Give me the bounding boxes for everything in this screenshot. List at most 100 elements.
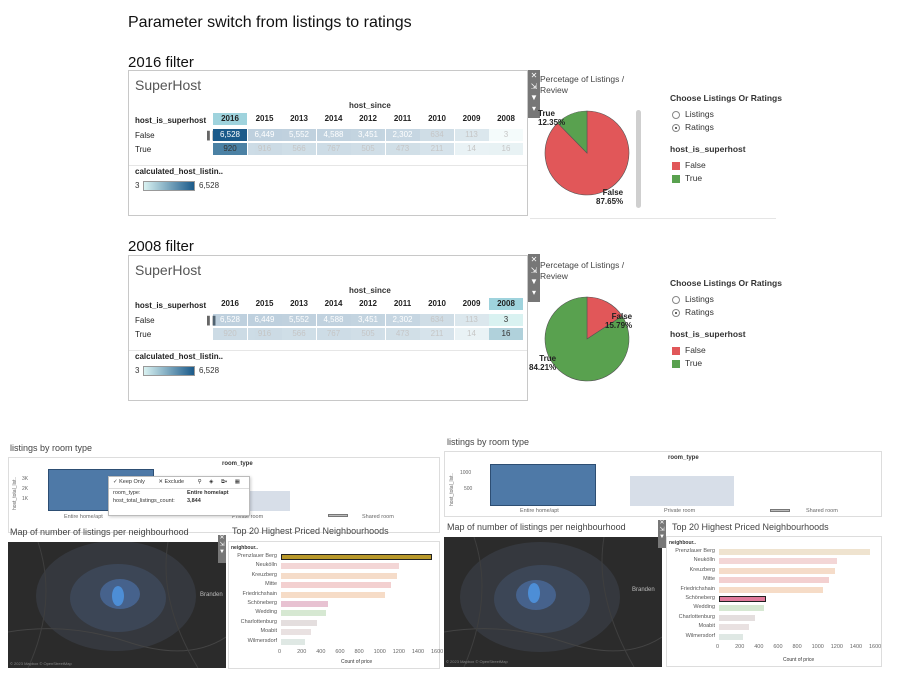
neighbourhood-label[interactable]: Wilmersdorf bbox=[685, 632, 715, 639]
table-cell[interactable]: 505 bbox=[351, 328, 385, 340]
view-data-icon[interactable]: ▦ bbox=[234, 479, 240, 485]
table-cell[interactable]: 2,302 bbox=[385, 314, 420, 326]
table-cell[interactable]: 473 bbox=[385, 143, 420, 155]
year-header-2011[interactable]: 2011 bbox=[393, 114, 412, 123]
year-header-2016[interactable]: 2016 bbox=[213, 113, 247, 125]
year-header-2013[interactable]: 2013 bbox=[290, 299, 308, 308]
neighbourhood-label[interactable]: Kreuzberg bbox=[251, 571, 277, 578]
bar-shared-room[interactable] bbox=[770, 509, 790, 512]
neighbourhood-label[interactable]: Schöneberg bbox=[247, 600, 277, 606]
neighbourhood-label[interactable]: Schöneberg bbox=[685, 595, 715, 601]
bar-entire-home[interactable] bbox=[490, 464, 596, 506]
row-label-false[interactable]: False bbox=[135, 316, 155, 325]
year-header-2011[interactable]: 2011 bbox=[393, 299, 412, 308]
neighbourhood-label[interactable]: Moabit bbox=[260, 628, 277, 635]
neighbourhood-bar[interactable] bbox=[281, 619, 318, 626]
table-cell[interactable]: 16 bbox=[489, 143, 523, 155]
table-cell[interactable]: 6,449 bbox=[247, 314, 282, 326]
neighbourhood-label[interactable]: Friedrichshain bbox=[680, 585, 715, 592]
table-cell[interactable]: 767 bbox=[316, 328, 351, 340]
scrollbar[interactable] bbox=[636, 110, 641, 208]
exclude-button[interactable]: ✕ Exclude bbox=[158, 479, 185, 485]
neighbourhood-bar[interactable] bbox=[719, 624, 749, 631]
legend-item-true[interactable]: True bbox=[670, 357, 790, 370]
table-cell[interactable]: 566 bbox=[282, 143, 316, 155]
filter-icon[interactable]: ▼ bbox=[219, 549, 225, 555]
neighbourhood-header[interactable]: neighbour.. bbox=[231, 545, 258, 551]
legend-item-true[interactable]: True bbox=[670, 172, 790, 185]
neighbourhood-map[interactable]: Branden © 2023 Mapbox © OpenStreetMap bbox=[8, 542, 226, 668]
table-cell[interactable]: 6,528 bbox=[213, 129, 247, 141]
group-icon[interactable]: ◈ bbox=[209, 479, 214, 485]
table-cell[interactable]: 3,451 bbox=[351, 314, 385, 326]
neighbourhood-label[interactable]: Moabit bbox=[698, 623, 715, 630]
bar-shared-room[interactable] bbox=[328, 514, 348, 517]
row-label-false[interactable]: False bbox=[135, 131, 155, 140]
table-cell[interactable]: 113 bbox=[454, 314, 489, 326]
year-header-2013[interactable]: 2013 bbox=[290, 114, 308, 123]
year-header-2010[interactable]: 2010 bbox=[428, 299, 446, 308]
neighbourhood-bar[interactable] bbox=[719, 633, 743, 640]
neighbourhood-bar[interactable] bbox=[281, 554, 433, 560]
neighbourhood-bar[interactable] bbox=[719, 558, 837, 565]
legend-item-false[interactable]: False bbox=[670, 159, 790, 172]
neighbourhood-label[interactable]: Wedding bbox=[693, 604, 715, 611]
neighbourhood-bar[interactable] bbox=[281, 582, 391, 589]
table-cell[interactable]: 920 bbox=[213, 328, 247, 340]
close-icon[interactable]: ✕ bbox=[530, 71, 538, 80]
neighbourhood-bar[interactable] bbox=[281, 563, 399, 570]
year-header-2015[interactable]: 2015 bbox=[255, 299, 274, 308]
table-cell[interactable]: 767 bbox=[316, 143, 351, 155]
filter-icon[interactable]: ▼ bbox=[530, 277, 538, 286]
neighbourhood-bar[interactable] bbox=[281, 638, 305, 645]
table-cell[interactable]: 113 bbox=[454, 129, 489, 141]
table-cell[interactable]: 5,552 bbox=[282, 129, 316, 141]
year-header-2009[interactable]: 2009 bbox=[462, 114, 481, 123]
neighbourhood-bar[interactable] bbox=[719, 586, 824, 593]
more-icon[interactable]: ▾ bbox=[531, 288, 536, 297]
table-cell[interactable]: 211 bbox=[420, 143, 454, 155]
set-icon[interactable]: ⧉▾ bbox=[220, 479, 228, 485]
pie-slice-true[interactable] bbox=[557, 110, 588, 154]
table-cell[interactable]: 6,528 bbox=[213, 314, 247, 326]
table-cell[interactable]: 211 bbox=[420, 328, 454, 340]
table-cell[interactable]: 634 bbox=[420, 129, 454, 141]
table-cell[interactable]: 6,449 bbox=[247, 129, 282, 141]
table-cell[interactable]: 566 bbox=[282, 328, 316, 340]
open-icon[interactable]: ⇲ bbox=[219, 542, 225, 548]
close-icon[interactable]: ✕ bbox=[659, 520, 665, 526]
neighbourhood-bar[interactable] bbox=[281, 591, 386, 598]
radio-icon[interactable] bbox=[672, 110, 680, 119]
table-cell[interactable]: 3 bbox=[489, 129, 523, 141]
radio-selected-icon[interactable] bbox=[672, 308, 680, 317]
year-header-2012[interactable]: 2012 bbox=[359, 114, 377, 123]
neighbourhood-label[interactable]: Neukölln bbox=[255, 562, 277, 569]
table-cell[interactable]: 473 bbox=[385, 328, 420, 340]
bar-private-room[interactable] bbox=[630, 476, 734, 506]
option-listings[interactable]: Listings bbox=[670, 293, 790, 306]
year-header-2014[interactable]: 2014 bbox=[324, 114, 343, 123]
sort-bar-icon[interactable]: ▌▌ bbox=[207, 316, 219, 325]
neighbourhood-bar[interactable] bbox=[281, 601, 328, 607]
table-cell[interactable]: 3 bbox=[489, 314, 523, 326]
table-cell[interactable]: 5,552 bbox=[282, 314, 316, 326]
neighbourhood-bar[interactable] bbox=[281, 572, 397, 579]
year-header-2008[interactable]: 2008 bbox=[497, 114, 515, 123]
radio-selected-icon[interactable] bbox=[672, 123, 680, 132]
neighbourhood-label[interactable]: Charlottenburg bbox=[240, 618, 277, 625]
sort-bar-icon[interactable]: ▌▌ bbox=[207, 131, 218, 140]
table-cell[interactable]: 14 bbox=[454, 143, 489, 155]
year-header-2012[interactable]: 2012 bbox=[359, 299, 377, 308]
table-cell[interactable]: 4,588 bbox=[316, 129, 351, 141]
more-icon[interactable]: ▾ bbox=[531, 104, 536, 113]
row-label-true[interactable]: True bbox=[135, 330, 152, 339]
filter-icon[interactable]: ▼ bbox=[530, 93, 538, 102]
close-icon[interactable]: ✕ bbox=[219, 535, 225, 541]
pin-icon[interactable]: ⚲ bbox=[197, 479, 202, 485]
neighbourhood-bar[interactable] bbox=[719, 614, 756, 621]
option-ratings[interactable]: Ratings bbox=[670, 306, 790, 319]
table-cell[interactable]: 2,302 bbox=[385, 129, 420, 141]
neighbourhood-label[interactable]: Neukölln bbox=[693, 557, 715, 564]
table-cell[interactable]: 920 bbox=[213, 143, 247, 155]
row-label-true[interactable]: True bbox=[135, 145, 152, 154]
